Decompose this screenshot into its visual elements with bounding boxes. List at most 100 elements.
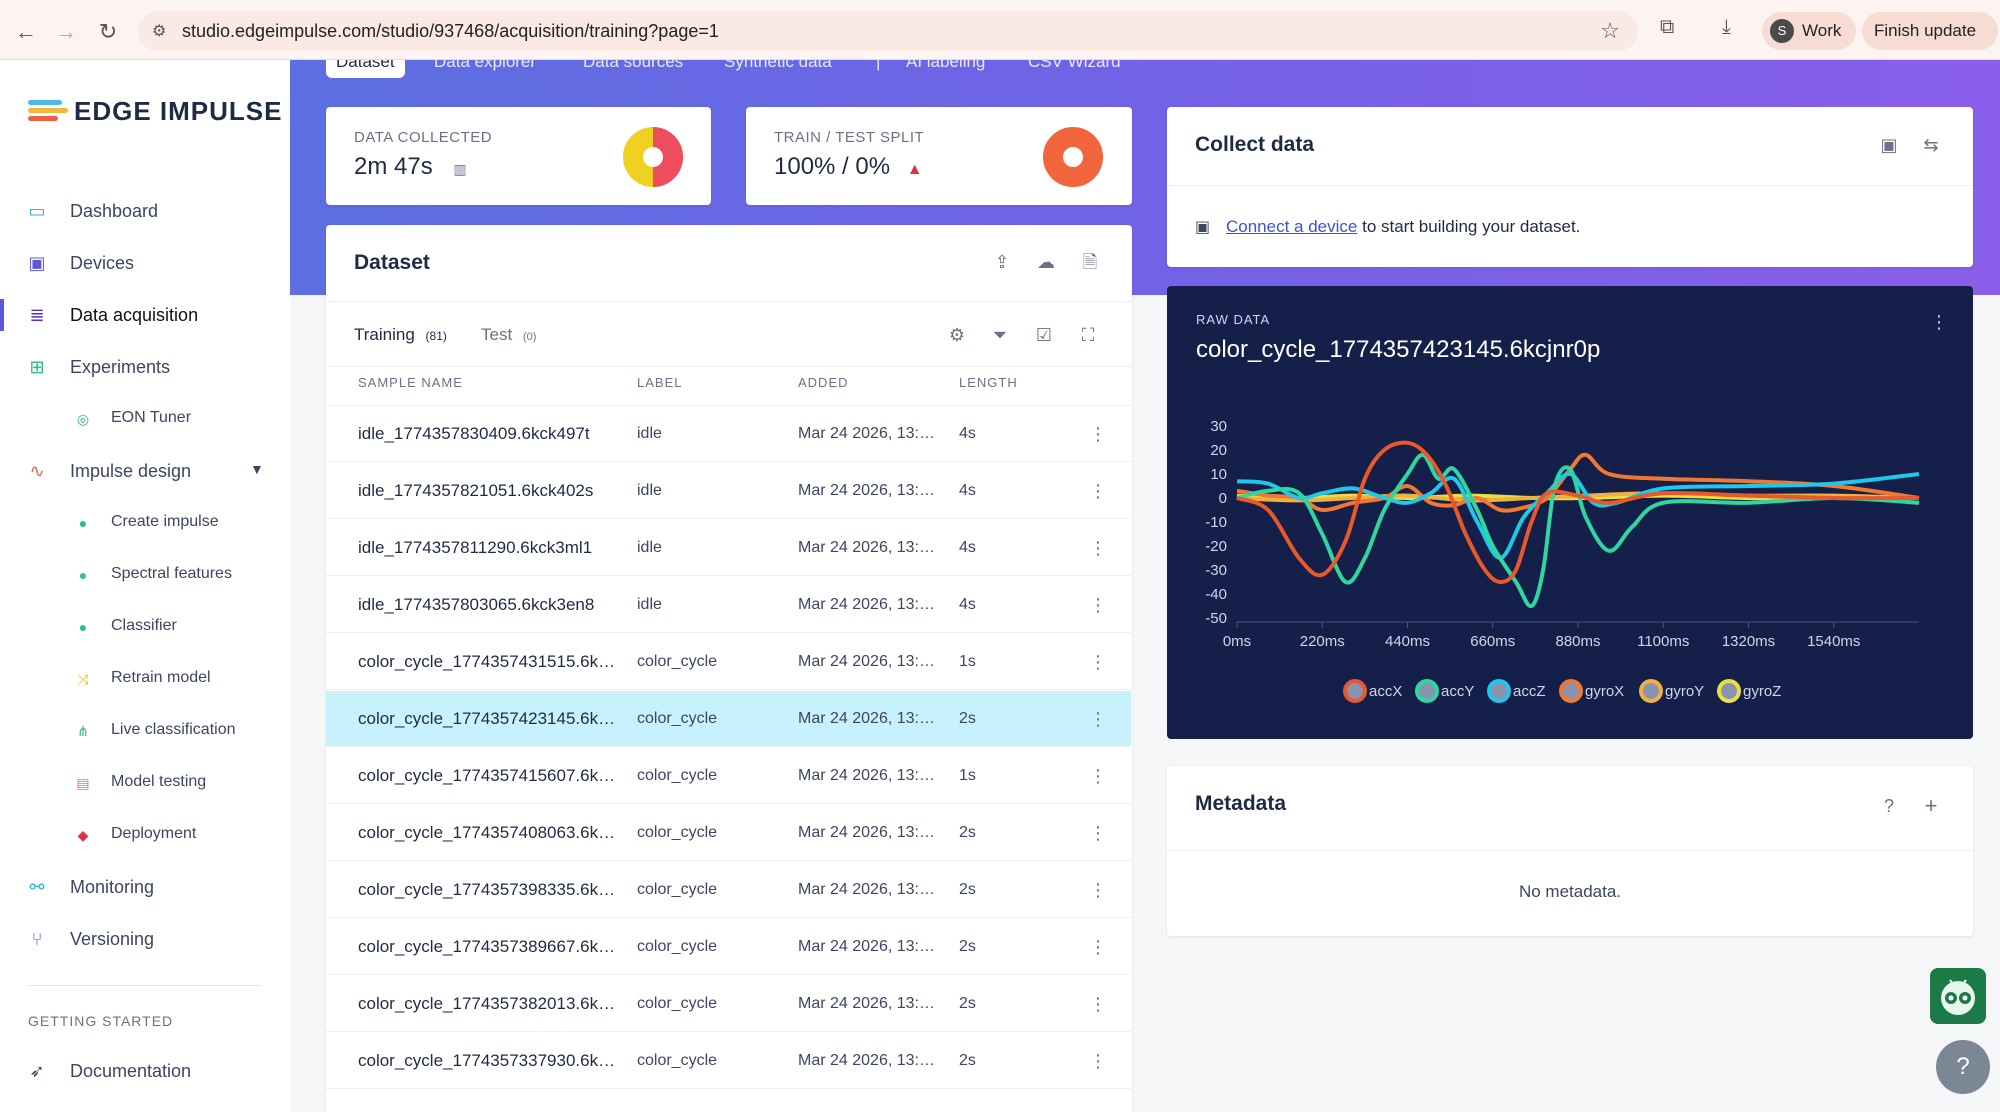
sidebar-item-data-acquisition[interactable]: ≣ Data acquisition bbox=[0, 295, 290, 335]
assistant-bot-button[interactable] bbox=[1930, 968, 1986, 1024]
sidebar-item-monitoring[interactable]: ⚯ Monitoring bbox=[0, 867, 290, 907]
sidebar-item-spectral-features[interactable]: ● Spectral features bbox=[0, 555, 290, 595]
sidebar-item-experiments[interactable]: ⊞ Experiments bbox=[0, 347, 290, 387]
more-vertical-icon[interactable]: ⋮ bbox=[1089, 424, 1107, 444]
sidebar-item-live-classification[interactable]: ⋔ Live classification bbox=[0, 711, 290, 751]
file-export-icon[interactable]: 🗎 bbox=[1082, 252, 1098, 272]
y-tick-label: 0 bbox=[1219, 490, 1227, 507]
sample-name[interactable]: idle_1774357821051.6kck402s bbox=[358, 481, 594, 500]
select-checkbox-icon[interactable]: ☑ bbox=[1035, 325, 1053, 345]
table-row[interactable]: color_cycle_1774357423145.6kc... color_cy… bbox=[326, 691, 1131, 747]
tab-dataset[interactable]: Dataset bbox=[326, 60, 405, 78]
sample-name[interactable]: idle_1774357811290.6kck3ml1 bbox=[358, 538, 593, 557]
help-button[interactable]: ? bbox=[1936, 1040, 1990, 1094]
table-row[interactable]: color_cycle_1774357415607.6kc... color_cy… bbox=[326, 748, 1131, 804]
address-bar[interactable]: ⚙ studio.edgeimpulse.com/studio/937468/a… bbox=[138, 11, 1638, 51]
extensions-icon[interactable]: ⧉ bbox=[1660, 16, 1675, 38]
upload-icon[interactable]: ⇪ bbox=[994, 252, 1010, 272]
usb-icon[interactable]: ⇆ bbox=[1923, 135, 1939, 155]
tab-synthetic-data[interactable]: Synthetic data bbox=[724, 60, 832, 71]
table-row[interactable]: idle_1774357803065.6kck3en8 idle Mar 24 20… bbox=[326, 577, 1131, 633]
url-text[interactable]: studio.edgeimpulse.com/studio/937468/acq… bbox=[182, 21, 719, 41]
column-header-added[interactable]: ADDED bbox=[798, 375, 849, 390]
more-vertical-icon[interactable]: ⋮ bbox=[1089, 538, 1107, 558]
download-icon[interactable]: ⤓ bbox=[1722, 16, 1731, 38]
settings-eye-icon[interactable]: ⚙ bbox=[948, 325, 966, 345]
sample-name[interactable]: idle_1774357830409.6kck497t bbox=[358, 424, 590, 443]
sidebar-item-deployment[interactable]: ◆ Deployment bbox=[0, 815, 290, 855]
sidebar-item-versioning[interactable]: ⑂ Versioning bbox=[0, 919, 290, 959]
connect-device-link[interactable]: Connect a device bbox=[1226, 217, 1358, 236]
back-arrow-icon[interactable]: ← bbox=[15, 19, 37, 44]
chart-bar-icon[interactable]: ▥ bbox=[453, 161, 467, 177]
chevron-down-icon[interactable]: ▼ bbox=[250, 461, 264, 477]
table-row[interactable]: color_cycle_1774357337930.6kc... color_cy… bbox=[326, 1033, 1131, 1089]
more-vertical-icon[interactable]: ⋮ bbox=[1089, 823, 1107, 843]
table-row[interactable]: color_cycle_1774357398335.6kc... color_cy… bbox=[326, 862, 1131, 918]
finish-update-button[interactable]: Finish update bbox=[1862, 12, 1998, 50]
tab-csv-wizard[interactable]: CSV Wizard bbox=[1028, 60, 1121, 71]
more-vertical-icon[interactable]: ⋮ bbox=[1089, 481, 1107, 501]
cloud-upload-icon[interactable]: ☁ bbox=[1037, 252, 1055, 272]
column-header-label[interactable]: LABEL bbox=[637, 375, 683, 390]
split-title: TRAIN / TEST SPLIT bbox=[774, 129, 925, 146]
bookmark-star-icon[interactable]: ☆ bbox=[1600, 18, 1620, 43]
more-vertical-icon[interactable]: ⋮ bbox=[1089, 937, 1107, 957]
tab-test[interactable]: Test (0) bbox=[481, 325, 536, 345]
tab-data-sources[interactable]: Data sources bbox=[583, 60, 684, 71]
table-row[interactable]: color_cycle_1774357408063.6kc... color_cy… bbox=[326, 805, 1131, 861]
help-icon[interactable]: ? bbox=[1883, 796, 1894, 816]
forward-arrow-icon[interactable]: → bbox=[55, 19, 77, 44]
sidebar-item-documentation[interactable]: ➶ Documentation bbox=[0, 1051, 290, 1091]
reload-icon[interactable]: ↻ bbox=[98, 19, 118, 44]
sample-name[interactable]: color_cycle_1774357408063.6kc... bbox=[358, 823, 618, 842]
expand-icon[interactable]: ⛶ bbox=[1081, 325, 1095, 345]
column-header-length[interactable]: LENGTH bbox=[959, 375, 1018, 390]
more-vertical-icon[interactable]: ⋮ bbox=[1089, 880, 1107, 900]
legend-swatch-gyrox bbox=[1559, 679, 1583, 703]
more-vertical-icon[interactable]: ⋮ bbox=[1089, 766, 1107, 786]
sidebar-item-classifier[interactable]: ● Classifier bbox=[0, 607, 290, 647]
add-icon[interactable]: + bbox=[1924, 793, 1938, 818]
sample-name[interactable]: color_cycle_1774357431515.6kc... bbox=[358, 652, 618, 671]
profile-button[interactable]: S Work bbox=[1762, 12, 1856, 50]
tab-training[interactable]: Training (81) bbox=[354, 325, 447, 345]
legend-label-gyrox: gyroX bbox=[1585, 683, 1624, 700]
more-vertical-icon[interactable]: ⋮ bbox=[1089, 994, 1107, 1014]
sidebar: EDGE IMPULSE ▭ Dashboard ▣ Devices ≣ Dat… bbox=[0, 60, 290, 1112]
sidebar-item-create-impulse[interactable]: ● Create impulse bbox=[0, 503, 290, 543]
more-vertical-icon[interactable]: ⋮ bbox=[1930, 312, 1948, 332]
tab-data-explorer[interactable]: Data explorer bbox=[434, 60, 537, 71]
table-row[interactable]: idle_1774357830409.6kck497t idle Mar 24 20… bbox=[326, 406, 1131, 462]
more-vertical-icon[interactable]: ⋮ bbox=[1089, 709, 1107, 729]
column-header-sample-name[interactable]: SAMPLE NAME bbox=[358, 375, 463, 390]
sidebar-item-model-testing[interactable]: ▤ Model testing bbox=[0, 763, 290, 803]
sample-label: color_cycle bbox=[637, 767, 718, 784]
sidebar-item-retrain-model[interactable]: ⤨ Retrain model bbox=[0, 659, 290, 699]
sidebar-item-impulse-design[interactable]: ∿ Impulse design ▼ bbox=[0, 451, 290, 491]
sidebar-item-devices[interactable]: ▣ Devices bbox=[0, 243, 290, 283]
sample-name[interactable]: color_cycle_1774357415607.6kc... bbox=[358, 766, 618, 785]
table-row[interactable]: color_cycle_1774357382013.6kc... color_cy… bbox=[326, 976, 1131, 1032]
sample-name[interactable]: color_cycle_1774357389667.6kc... bbox=[358, 937, 618, 956]
more-vertical-icon[interactable]: ⋮ bbox=[1089, 1051, 1107, 1071]
sample-name[interactable]: color_cycle_1774357382013.6kc... bbox=[358, 994, 618, 1013]
sample-name[interactable]: idle_1774357803065.6kck3en8 bbox=[358, 595, 595, 614]
more-vertical-icon[interactable]: ⋮ bbox=[1089, 652, 1107, 672]
more-vertical-icon[interactable]: ⋮ bbox=[1089, 595, 1107, 615]
data-collected-amount: 2m 47s bbox=[354, 153, 433, 180]
sidebar-item-dashboard[interactable]: ▭ Dashboard bbox=[0, 191, 290, 231]
tab-ai-labeling[interactable]: AI labeling bbox=[906, 60, 986, 71]
table-row[interactable]: color_cycle_1774357389667.6kc... color_cy… bbox=[326, 919, 1131, 975]
table-row[interactable]: idle_1774357821051.6kck402s idle Mar 24 20… bbox=[326, 463, 1131, 519]
sample-name[interactable]: color_cycle_1774357398335.6kc... bbox=[358, 880, 618, 899]
sample-name[interactable]: color_cycle_1774357337930.6kc... bbox=[358, 1051, 618, 1070]
table-row[interactable]: idle_1774357811290.6kck3ml1 idle Mar 24 20… bbox=[326, 520, 1131, 576]
filter-icon[interactable]: ⏷ bbox=[992, 325, 1008, 345]
table-row[interactable]: color_cycle_1774357431515.6kc... color_cy… bbox=[326, 634, 1131, 690]
site-settings-icon[interactable]: ⚙ bbox=[152, 23, 167, 40]
sidebar-item-eon-tuner[interactable]: ◎ EON Tuner bbox=[0, 399, 290, 439]
device-chip-icon[interactable]: ▣ bbox=[1880, 135, 1898, 155]
sample-name[interactable]: color_cycle_1774357423145.6kc... bbox=[358, 709, 618, 728]
warning-icon[interactable]: ▲ bbox=[906, 161, 923, 178]
